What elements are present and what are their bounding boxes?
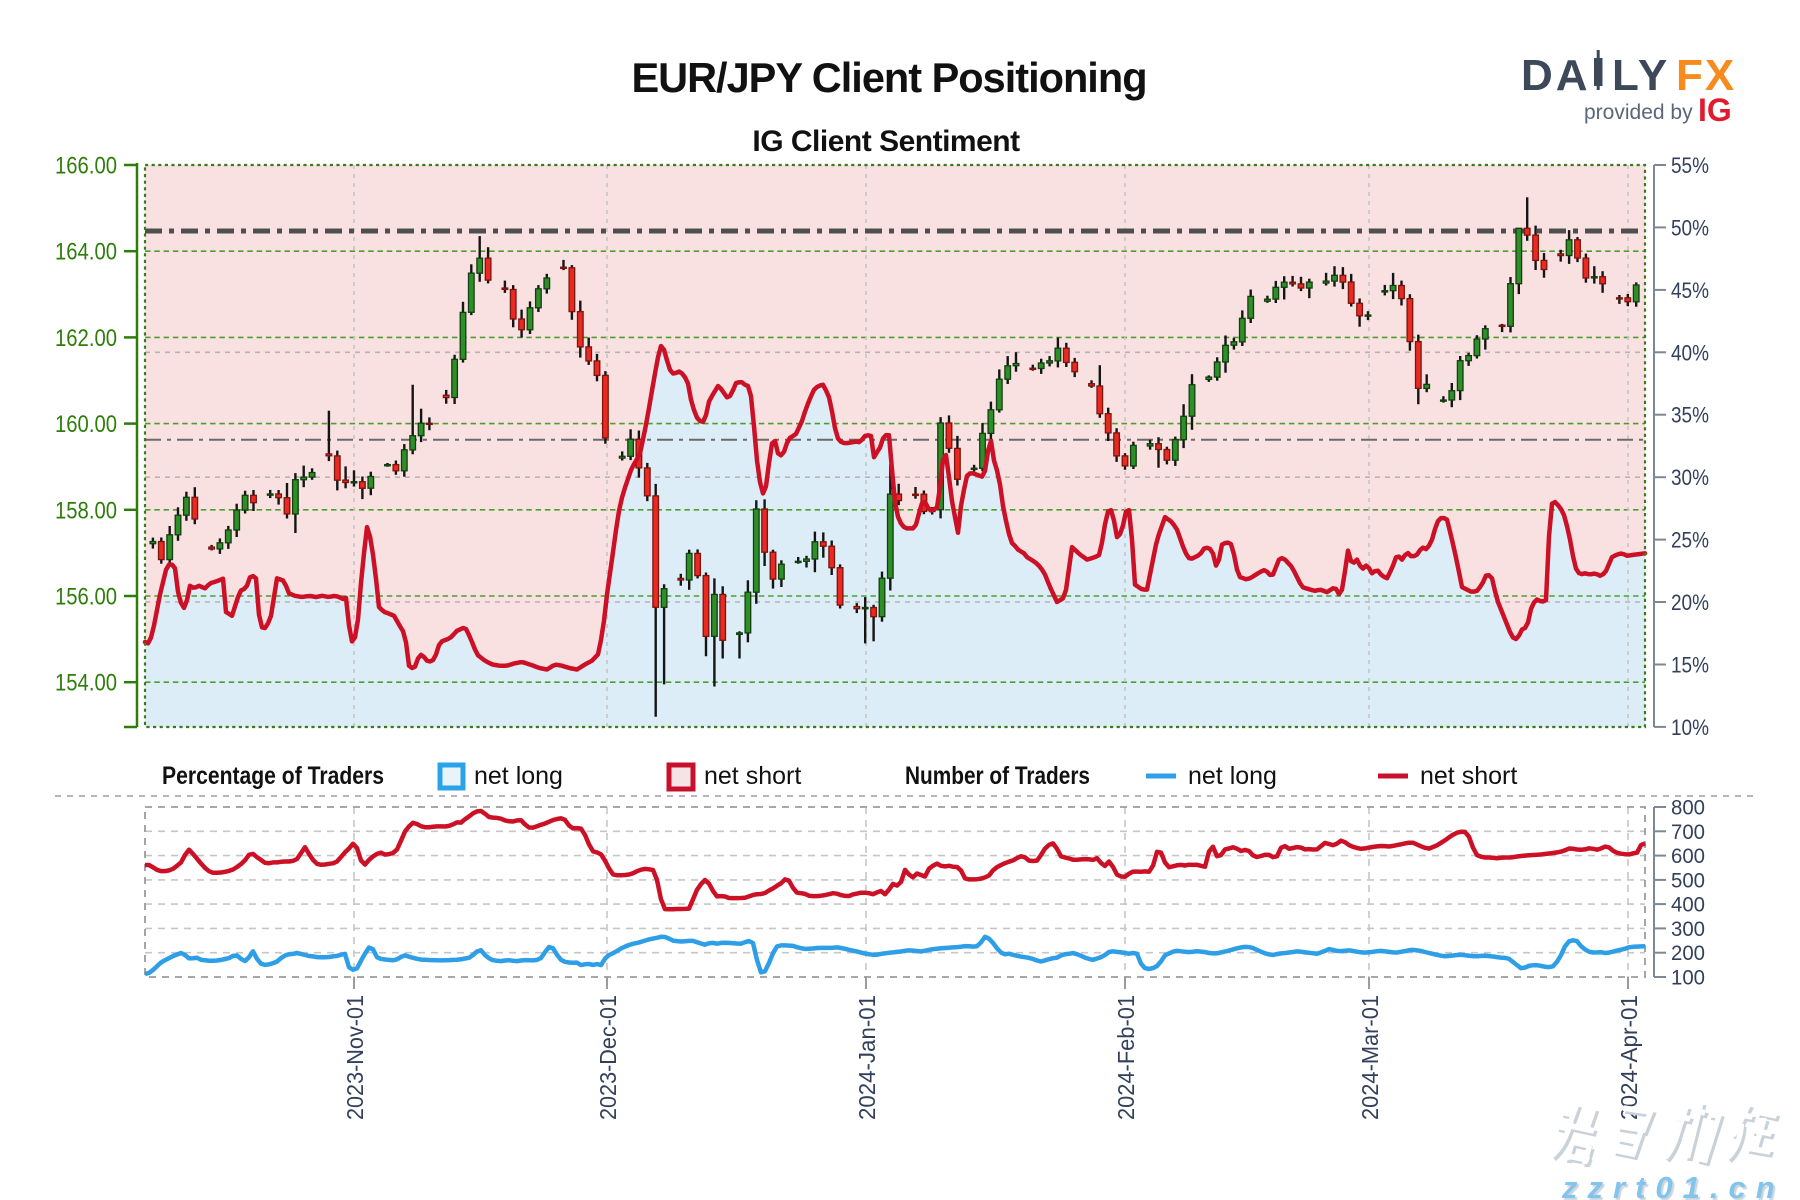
svg-text:Number of Traders: Number of Traders [905, 762, 1090, 790]
svg-text:2024-Mar-01: 2024-Mar-01 [1357, 995, 1383, 1120]
svg-text:2024-Feb-01: 2024-Feb-01 [1113, 995, 1139, 1120]
svg-text:40%: 40% [1671, 340, 1709, 365]
svg-text:500: 500 [1671, 868, 1705, 892]
svg-text:net short: net short [704, 762, 801, 790]
svg-text:45%: 45% [1671, 278, 1709, 303]
svg-text:200: 200 [1671, 941, 1705, 965]
svg-text:158.00: 158.00 [55, 497, 117, 524]
svg-text:provided by: provided by [1584, 101, 1693, 124]
svg-text:LY: LY [1612, 51, 1670, 100]
svg-text:35%: 35% [1671, 403, 1709, 428]
svg-text:30%: 30% [1671, 465, 1709, 490]
svg-text:IG Client Sentiment: IG Client Sentiment [752, 125, 1020, 158]
svg-text:FX: FX [1676, 51, 1736, 100]
svg-text:2024-Jan-01: 2024-Jan-01 [854, 995, 880, 1120]
svg-text:25%: 25% [1671, 528, 1709, 553]
svg-text:EUR/JPY Client Positioning: EUR/JPY Client Positioning [631, 54, 1146, 101]
svg-text:IG: IG [1698, 92, 1732, 128]
svg-text:400: 400 [1671, 893, 1705, 917]
svg-text:net long: net long [474, 762, 563, 790]
svg-text:10%: 10% [1671, 715, 1709, 740]
svg-text:50%: 50% [1671, 215, 1709, 240]
svg-text:166.00: 166.00 [55, 153, 117, 180]
svg-text:DA: DA [1521, 51, 1591, 100]
svg-text:600: 600 [1671, 844, 1705, 868]
svg-text:160.00: 160.00 [55, 411, 117, 438]
svg-text:100: 100 [1671, 966, 1705, 990]
svg-text:20%: 20% [1671, 590, 1709, 615]
svg-text:net short: net short [1420, 762, 1517, 790]
svg-text:Percentage of Traders: Percentage of Traders [162, 762, 384, 790]
svg-text:800: 800 [1671, 796, 1705, 820]
svg-text:55%: 55% [1671, 153, 1709, 178]
svg-text:2023-Nov-01: 2023-Nov-01 [342, 995, 368, 1120]
svg-text:300: 300 [1671, 917, 1705, 941]
svg-text:15%: 15% [1671, 653, 1709, 678]
svg-text:700: 700 [1671, 820, 1705, 844]
svg-text:164.00: 164.00 [55, 239, 117, 266]
svg-text:net long: net long [1188, 762, 1277, 790]
svg-text:2024-Apr-01: 2024-Apr-01 [1616, 995, 1642, 1120]
svg-text:162.00: 162.00 [55, 325, 117, 352]
svg-text:154.00: 154.00 [55, 670, 117, 697]
svg-text:156.00: 156.00 [55, 584, 117, 611]
svg-text:2023-Dec-01: 2023-Dec-01 [595, 995, 621, 1120]
